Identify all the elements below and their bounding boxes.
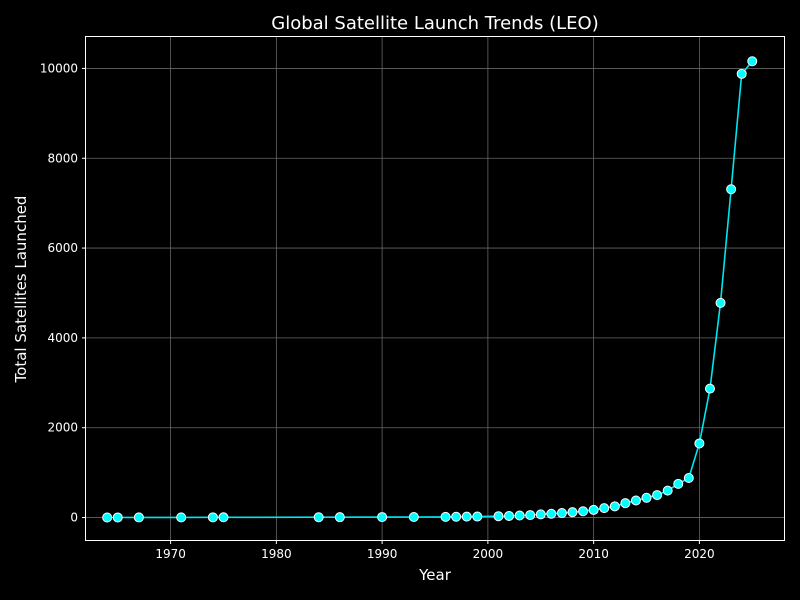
y-axis-label: Total Satellites Launched — [12, 196, 30, 384]
data-point — [535, 509, 546, 520]
data-point — [133, 512, 144, 523]
x-tick-label: 2000 — [473, 547, 504, 561]
data-point — [609, 501, 620, 512]
data-point — [472, 511, 483, 522]
x-axis-label: Year — [418, 566, 452, 584]
y-tick-label: 6000 — [47, 241, 78, 255]
data-point — [504, 510, 515, 521]
x-axis: 1970 1980 1990 2000 2010 2020 — [155, 540, 715, 561]
y-axis: 0 2000 4000 6000 8000 10000 — [40, 61, 86, 525]
data-point — [747, 56, 758, 67]
data-point — [313, 512, 324, 523]
data-point — [440, 511, 451, 522]
y-tick-label: 8000 — [47, 151, 78, 165]
x-tick-label: 2020 — [684, 547, 715, 561]
data-point — [726, 184, 737, 195]
data-point — [546, 508, 557, 519]
data-point — [112, 512, 123, 523]
data-point — [207, 512, 218, 523]
y-tick-label: 4000 — [47, 331, 78, 345]
data-point — [630, 495, 641, 506]
y-tick-label: 2000 — [47, 421, 78, 435]
data-point — [715, 297, 726, 308]
data-point — [662, 485, 673, 496]
data-point — [736, 68, 747, 79]
data-point — [556, 508, 567, 519]
x-tick-label: 1990 — [367, 547, 398, 561]
chart-title: Global Satellite Launch Trends (LEO) — [271, 13, 598, 34]
data-point — [673, 478, 684, 489]
data-point — [514, 510, 525, 521]
plot-frame — [85, 36, 785, 541]
y-tick-label: 0 — [70, 511, 78, 525]
data-point — [567, 507, 578, 518]
x-tick-label: 1970 — [155, 547, 186, 561]
data-point — [588, 504, 599, 515]
data-point — [461, 511, 472, 522]
data-point — [641, 492, 652, 503]
data-point — [451, 511, 462, 522]
data-point — [377, 512, 388, 523]
data-point — [334, 512, 345, 523]
data-point — [493, 511, 504, 522]
data-points — [102, 56, 758, 523]
data-point — [218, 512, 229, 523]
data-point — [578, 506, 589, 517]
data-point — [408, 512, 419, 523]
data-point — [652, 490, 663, 501]
data-point — [176, 512, 187, 523]
data-point — [599, 503, 610, 514]
y-tick-label: 10000 — [40, 61, 78, 75]
data-point — [525, 510, 536, 521]
data-point — [704, 383, 715, 394]
data-point — [683, 473, 694, 484]
data-point — [102, 512, 113, 523]
x-tick-label: 2010 — [578, 547, 609, 561]
x-tick-label: 1980 — [261, 547, 292, 561]
data-point — [694, 438, 705, 449]
data-point — [620, 498, 631, 509]
